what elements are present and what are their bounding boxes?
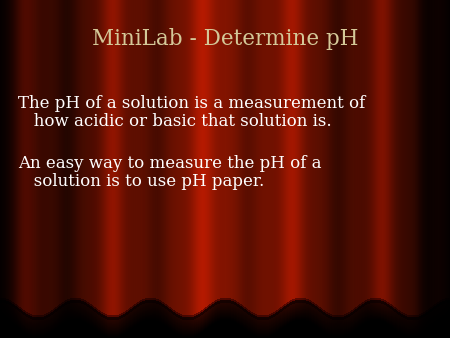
- Text: The pH of a solution is a measurement of: The pH of a solution is a measurement of: [18, 95, 365, 112]
- Text: solution is to use pH paper.: solution is to use pH paper.: [18, 173, 264, 190]
- Text: An easy way to measure the pH of a: An easy way to measure the pH of a: [18, 155, 321, 172]
- Text: how acidic or basic that solution is.: how acidic or basic that solution is.: [18, 113, 332, 130]
- Text: MiniLab - Determine pH: MiniLab - Determine pH: [92, 28, 358, 50]
